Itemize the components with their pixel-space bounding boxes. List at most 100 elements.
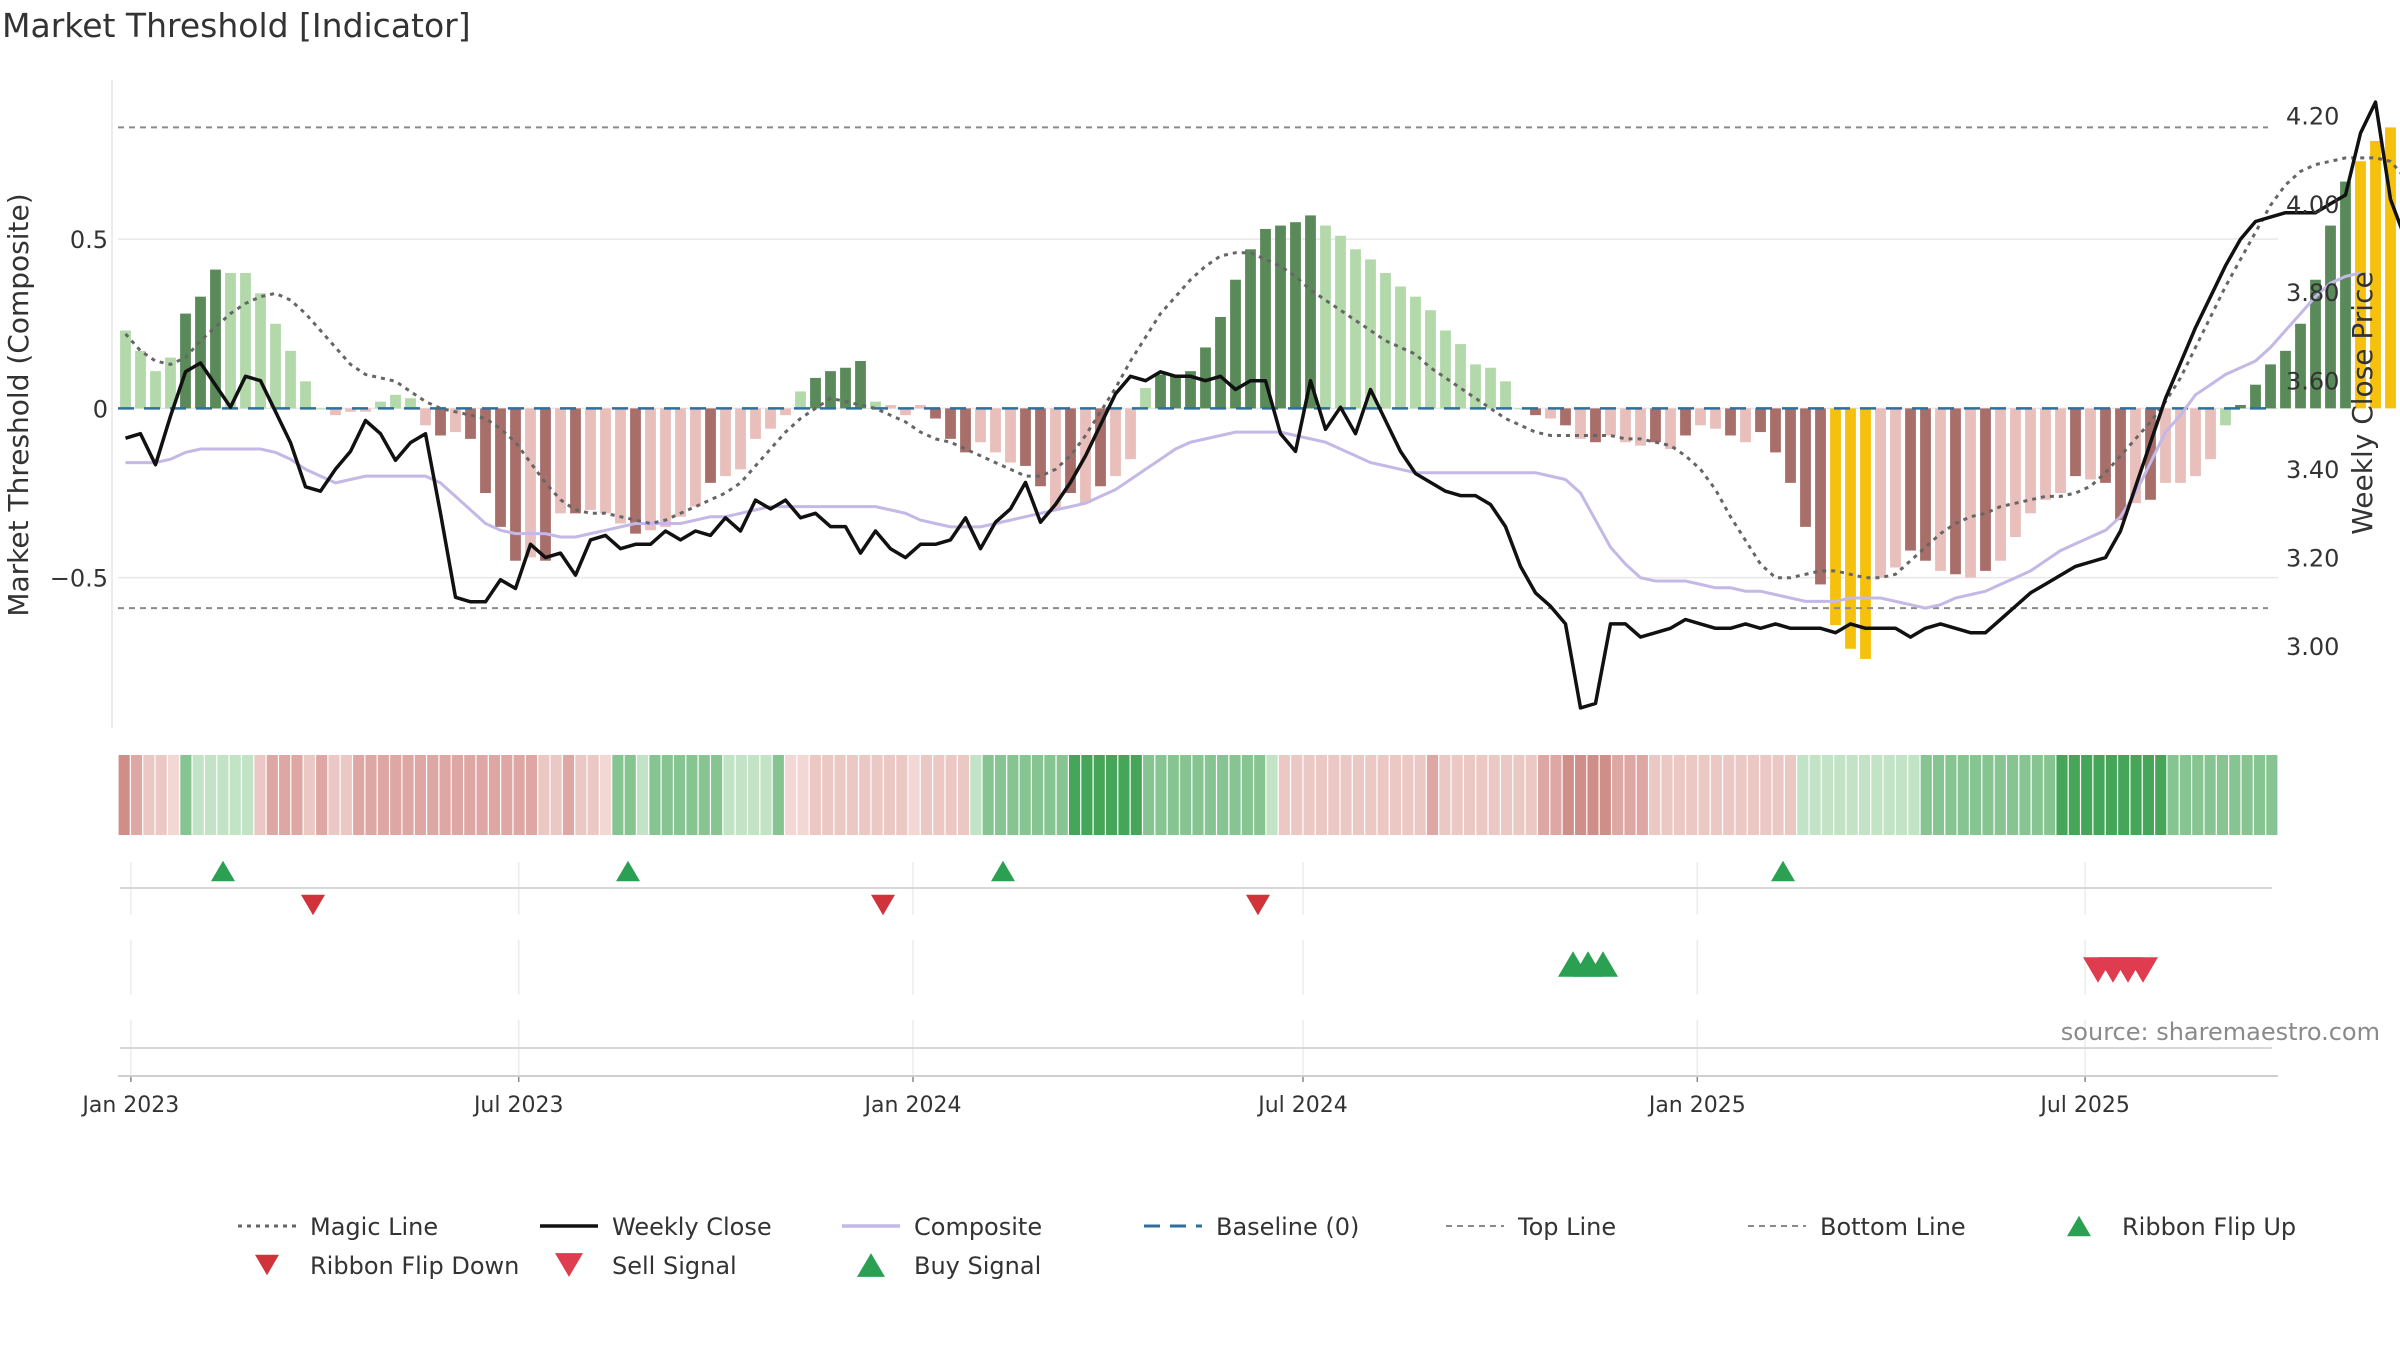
composite-bar [1710, 408, 1721, 429]
ribbon-cell [229, 755, 241, 835]
ribbon-cell [118, 755, 130, 835]
ribbon-cell [2155, 755, 2167, 835]
ribbon-cell [1661, 755, 1673, 835]
ribbon-cell [1180, 755, 1192, 835]
composite-bar [510, 408, 521, 561]
ribbon-cell [1846, 755, 1858, 835]
composite-bar [750, 408, 761, 439]
buy-signal-marker [1588, 951, 1618, 977]
ribbon-cell [167, 755, 180, 835]
composite-bar [1440, 330, 1451, 409]
ribbon-cell [575, 755, 587, 835]
ribbon-cell [1328, 755, 1340, 835]
ribbon-cell [242, 755, 254, 835]
composite-bar [1905, 408, 1916, 551]
composite-bar [1785, 408, 1796, 483]
ribbon-cell [649, 755, 661, 835]
ribbon-cell [1760, 755, 1772, 835]
ribbon-cell [871, 755, 883, 835]
composite-bar [1125, 408, 1136, 460]
legend-label: Top Line [1517, 1213, 1616, 1241]
legend-swatch-flipdown [255, 1254, 279, 1276]
ribbon-cell [1217, 755, 1229, 835]
x-tick-label: Jan 2024 [863, 1093, 962, 1118]
composite-bar [960, 408, 971, 453]
ribbon-flip-up-marker [211, 860, 235, 882]
ribbon-cell [698, 755, 710, 835]
legend-label: Sell Signal [612, 1252, 737, 1280]
ribbon-cell [1402, 755, 1414, 835]
ribbon-cell [316, 755, 328, 835]
ribbon-cell [143, 755, 155, 835]
legend-item: Weekly Close [540, 1213, 772, 1241]
ribbon-cell [1723, 755, 1735, 835]
ribbon-cell [476, 755, 488, 835]
composite-bar [2310, 279, 2321, 409]
composite-bar [1665, 408, 1676, 450]
composite-bar [1350, 249, 1361, 409]
ribbon-cell [1970, 755, 1982, 835]
composite-bar [900, 408, 911, 416]
composite-bar [1545, 408, 1556, 419]
grid-layer [118, 238, 2278, 1075]
ribbon-cell [1501, 755, 1513, 835]
ribbon-cell [1093, 755, 1105, 835]
composite-bar [1560, 408, 1571, 426]
composite-bar [810, 377, 821, 409]
ribbon-cell [427, 755, 439, 835]
ribbon-cell [1352, 755, 1365, 835]
composite-bar [2100, 408, 2111, 483]
ribbon-cell [661, 755, 673, 835]
ribbon-cell [2179, 755, 2191, 835]
ribbon-cell [2044, 755, 2056, 835]
legend-label: Baseline (0) [1216, 1213, 1359, 1241]
legend-item: Magic Line [238, 1213, 438, 1241]
composite-bar [225, 272, 236, 409]
composite-bar [1425, 310, 1436, 409]
composite-bar [1020, 408, 1031, 466]
composite-bar [2175, 408, 2186, 483]
composite-bar [2115, 408, 2126, 521]
ribbon-cell [513, 755, 525, 835]
composite-bar [1215, 316, 1226, 409]
ribbon-cell [896, 755, 908, 835]
ribbon-cell [1538, 755, 1550, 835]
composite-bar [2160, 408, 2171, 483]
ribbon-cell [2007, 755, 2019, 835]
ribbon-cell [1895, 755, 1908, 835]
composite-bar [2220, 408, 2231, 426]
composite-bar [1005, 408, 1016, 463]
ribbon-cell [254, 755, 266, 835]
composite-bar [1065, 408, 1076, 494]
composite-bar [585, 408, 596, 510]
y-tick-label-left: 0 [93, 395, 108, 423]
composite-bar [420, 408, 431, 426]
x-tick-label: Jan 2025 [1647, 1093, 1746, 1118]
ribbon-cell [217, 755, 229, 835]
composite-bar [1050, 408, 1061, 510]
ribbon-cell [155, 755, 167, 835]
composite-bar [1395, 286, 1406, 409]
ribbon-cell [1908, 755, 1920, 835]
composite-bar [2010, 408, 2021, 538]
ribbon-cell [908, 755, 920, 835]
composite-bar [390, 394, 401, 409]
ribbon-cell [353, 755, 365, 835]
composite-bar [1890, 408, 1901, 568]
ribbon-cell [1735, 755, 1747, 835]
ribbon-cell [1982, 755, 1994, 835]
composite-bar [435, 408, 446, 436]
composite-bar [930, 408, 941, 419]
ribbon-cell [933, 755, 945, 835]
ribbon-cell [2241, 755, 2253, 835]
composite-bar [1320, 225, 1331, 409]
composite-bar [345, 408, 356, 412]
composite-bar [1725, 408, 1736, 436]
composite-bar [1170, 374, 1181, 409]
ribbon-cell [760, 755, 772, 835]
composite-bar [1245, 249, 1256, 409]
composite-bar [1860, 408, 1871, 659]
ribbon-cell [1278, 755, 1290, 835]
ribbon-cell [1772, 755, 1784, 835]
